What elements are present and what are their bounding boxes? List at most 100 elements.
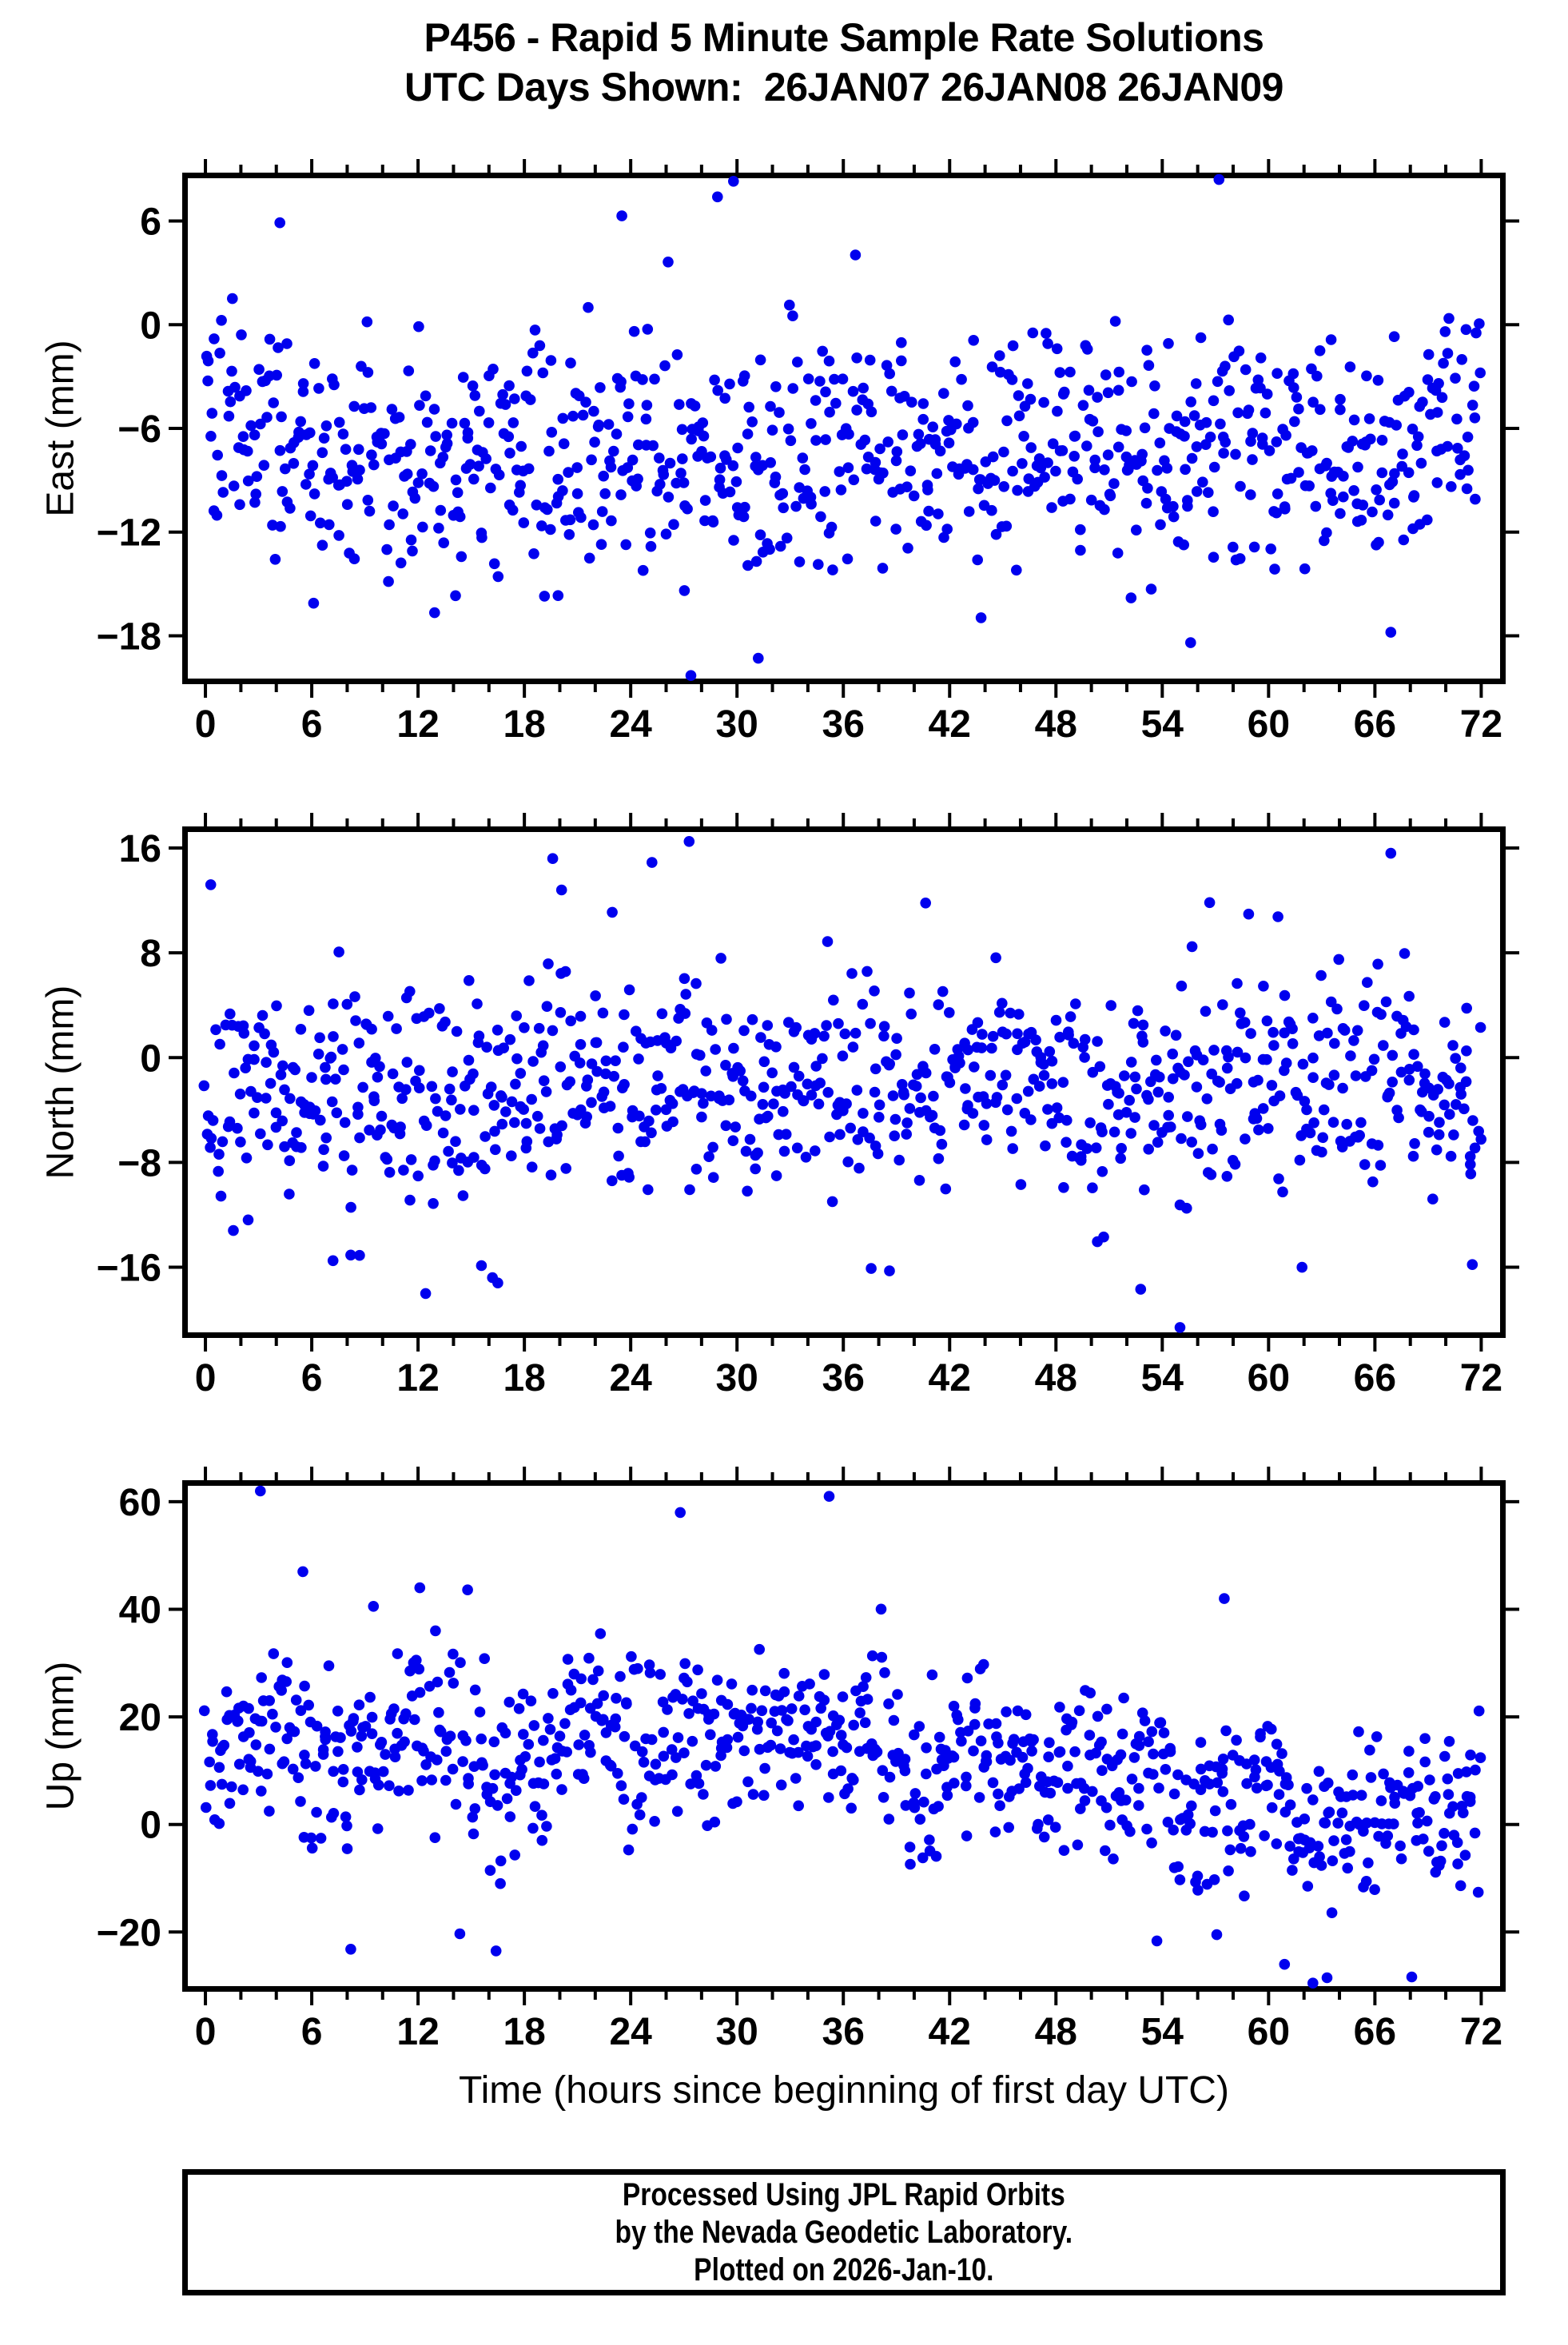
svg-text:−18: −18 xyxy=(97,615,161,658)
svg-text:36: 36 xyxy=(822,1357,865,1399)
svg-text:54: 54 xyxy=(1141,1357,1184,1399)
y-tick-labels: 16 8 0 −8 −16 xyxy=(97,828,161,1289)
svg-text:66: 66 xyxy=(1354,1357,1396,1399)
svg-text:6: 6 xyxy=(301,1357,323,1399)
notable-data-point xyxy=(728,176,739,187)
processing-note-text: Processed Using JPL Rapid Orbits by the … xyxy=(615,2176,1073,2289)
notable-data-point xyxy=(1219,1593,1230,1604)
figure-title-line1: P456 - Rapid 5 Minute Sample Rate Soluti… xyxy=(424,15,1264,60)
svg-text:48: 48 xyxy=(1035,703,1077,746)
svg-text:20: 20 xyxy=(119,1697,161,1739)
notable-data-point xyxy=(1185,637,1196,648)
svg-text:60: 60 xyxy=(119,1482,161,1524)
svg-text:12: 12 xyxy=(396,1357,439,1399)
notable-data-point xyxy=(1467,1259,1478,1270)
svg-text:42: 42 xyxy=(929,703,971,746)
notable-data-point xyxy=(753,652,764,664)
svg-text:18: 18 xyxy=(503,1357,545,1399)
y-tick-labels: 60 40 20 0 −20 xyxy=(97,1482,161,1954)
note-line2: by the Nevada Geodetic Laboratory. xyxy=(615,2214,1073,2250)
up-axis-label: Up (mm) xyxy=(39,1661,82,1811)
svg-text:6: 6 xyxy=(301,703,323,746)
notable-data-point xyxy=(492,1277,503,1288)
svg-text:60: 60 xyxy=(1248,703,1290,746)
svg-text:12: 12 xyxy=(396,2011,439,2053)
notable-data-point xyxy=(712,191,723,203)
svg-text:42: 42 xyxy=(929,1357,971,1399)
svg-text:6: 6 xyxy=(140,201,161,244)
notable-data-point xyxy=(823,1491,835,1502)
svg-text:54: 54 xyxy=(1141,2011,1184,2053)
x-tick-labels: 0 6 12 18 24 30 36 42 48 54 60 66 72 xyxy=(195,1357,1502,1399)
svg-text:0: 0 xyxy=(140,1805,161,1847)
notable-data-point xyxy=(1385,847,1397,859)
x-axis-label: Time (hours since beginning of first day… xyxy=(459,2069,1229,2112)
svg-text:30: 30 xyxy=(715,2011,758,2053)
svg-text:0: 0 xyxy=(195,703,217,746)
y-ticks xyxy=(169,846,1519,1269)
svg-text:−12: −12 xyxy=(97,512,161,555)
notable-data-point xyxy=(205,879,217,890)
figure-title: P456 - Rapid 5 Minute Sample Rate Soluti… xyxy=(182,13,1506,112)
svg-text:24: 24 xyxy=(609,703,652,746)
svg-text:48: 48 xyxy=(1035,2011,1077,2053)
notable-data-point xyxy=(297,1566,308,1578)
notable-data-point xyxy=(1385,627,1397,638)
svg-text:6: 6 xyxy=(301,2011,323,2053)
svg-text:42: 42 xyxy=(929,2011,971,2053)
y-tick-labels: 6 0 −6 −12 −18 xyxy=(97,201,161,659)
svg-text:16: 16 xyxy=(119,828,161,870)
svg-text:−16: −16 xyxy=(97,1247,161,1289)
data-points xyxy=(198,836,1486,1333)
processing-note-box: Processed Using JPL Rapid Orbits by the … xyxy=(182,2169,1506,2295)
x-ticks xyxy=(204,1467,1483,2005)
up-subplot: Up (mm) 0 6 12 18 24 30 36 42 48 54 60 66 72 60 40 20 0 −… xyxy=(40,1467,1519,2053)
notable-data-point xyxy=(345,1944,356,1955)
east-axis-label: East (mm) xyxy=(39,340,82,517)
notable-data-point xyxy=(1321,1972,1333,1984)
notable-data-point xyxy=(1174,1322,1186,1333)
notable-data-point xyxy=(327,1255,339,1267)
plot-frame xyxy=(182,1480,1506,1992)
x-ticks xyxy=(204,159,1483,698)
svg-text:0: 0 xyxy=(140,1037,161,1080)
svg-text:72: 72 xyxy=(1460,1357,1502,1399)
plot-frame xyxy=(182,826,1506,1338)
notable-data-point xyxy=(1279,1958,1291,1970)
notable-data-point xyxy=(274,217,285,229)
notable-data-point xyxy=(616,210,627,221)
svg-text:72: 72 xyxy=(1460,703,1502,746)
svg-text:18: 18 xyxy=(503,703,545,746)
x-tick-labels: 0 6 12 18 24 30 36 42 48 54 60 66 72 xyxy=(195,703,1502,746)
svg-text:36: 36 xyxy=(822,2011,865,2053)
svg-text:−20: −20 xyxy=(97,1912,161,1954)
svg-text:0: 0 xyxy=(140,305,161,347)
notable-data-point xyxy=(354,1249,365,1261)
notable-data-point xyxy=(255,1485,266,1497)
north-plot-canvas: 0 6 12 18 24 30 36 42 48 54 60 66 72 16 8 0 −8 −16 xyxy=(97,813,1519,1399)
svg-text:72: 72 xyxy=(1460,2011,1502,2053)
x-ticks xyxy=(204,813,1483,1352)
notable-data-point xyxy=(555,884,567,896)
figure-title-line2: UTC Days Shown: 26JAN07 26JAN08 26JAN09 xyxy=(404,65,1283,109)
notable-data-point xyxy=(490,1945,502,1957)
notable-data-point xyxy=(414,1582,426,1594)
notable-data-point xyxy=(1213,173,1225,185)
svg-text:−8: −8 xyxy=(117,1142,161,1184)
y-ticks xyxy=(169,219,1519,638)
north-axis-label: North (mm) xyxy=(39,985,82,1180)
east-subplot: East (mm) 0 6 12 18 24 30 36 42 48 54 60 66 72 6 0 −6 −1… xyxy=(40,159,1519,746)
svg-text:66: 66 xyxy=(1354,2011,1396,2053)
svg-text:24: 24 xyxy=(609,1357,652,1399)
svg-text:−6: −6 xyxy=(117,408,161,451)
svg-text:30: 30 xyxy=(715,1357,758,1399)
svg-text:60: 60 xyxy=(1248,2011,1290,2053)
notable-data-point xyxy=(675,1507,686,1519)
notable-data-point xyxy=(1307,1977,1319,1989)
notable-data-point xyxy=(547,853,559,864)
svg-text:54: 54 xyxy=(1141,703,1184,746)
svg-text:0: 0 xyxy=(195,1357,217,1399)
svg-text:24: 24 xyxy=(609,2011,652,2053)
north-subplot: North (mm) 0 6 12 18 24 30 36 42 48 54 60 66 72 16 8 0 −… xyxy=(40,813,1519,1399)
